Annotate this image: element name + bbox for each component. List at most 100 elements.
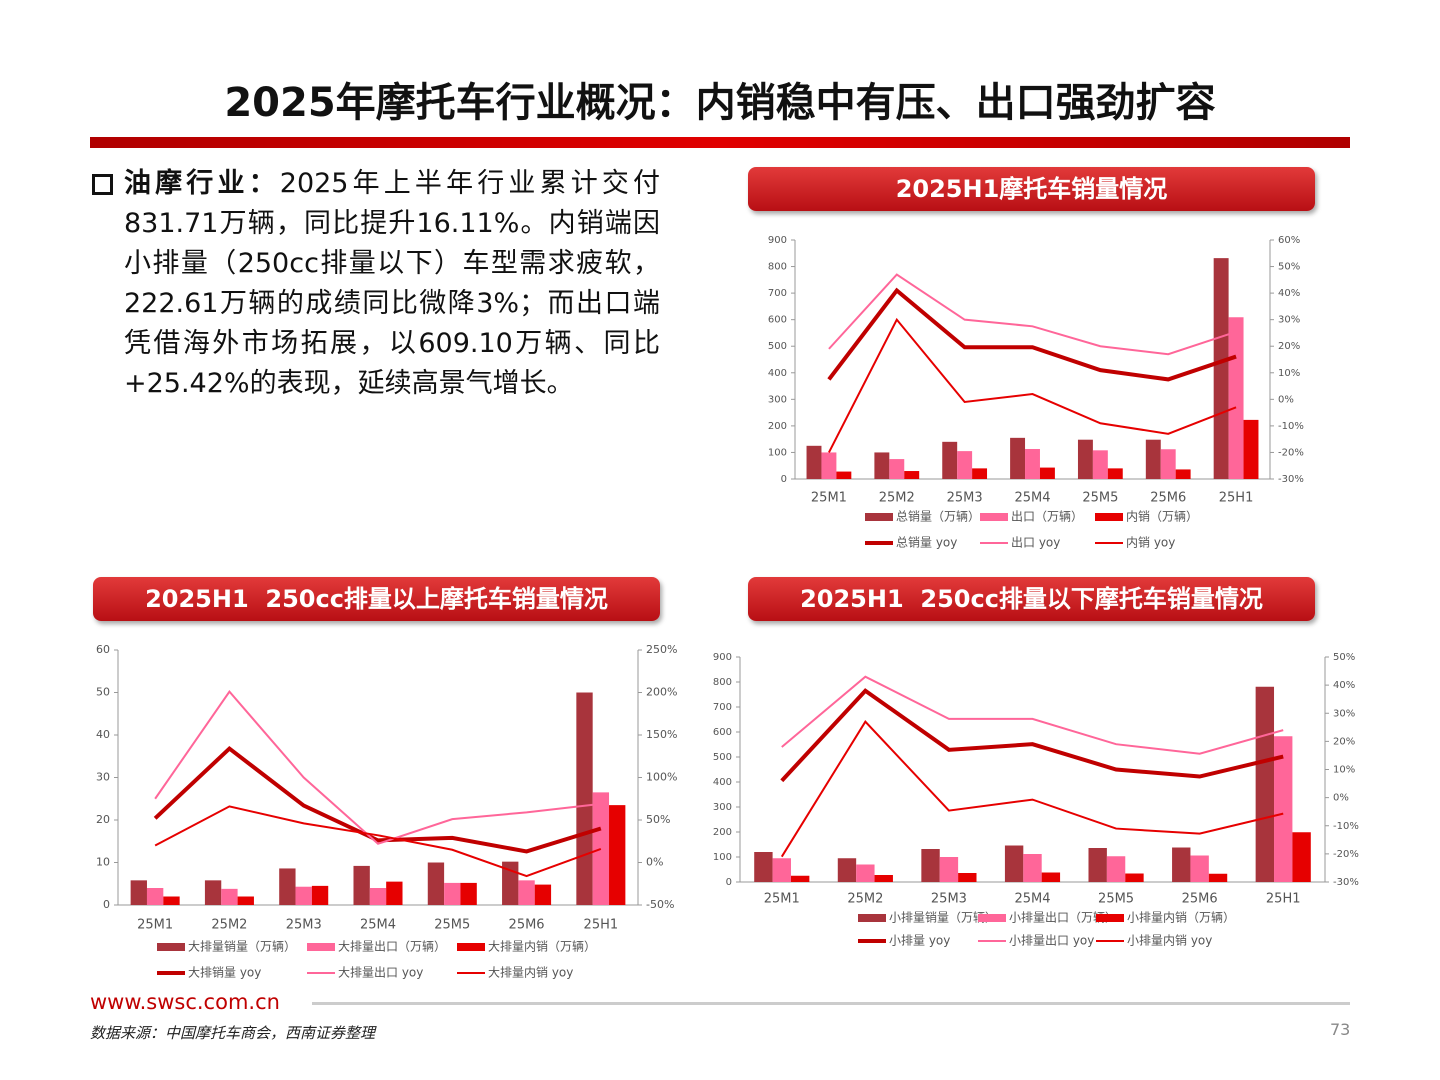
legend-label: 小排量出口（万辆） <box>1009 911 1117 925</box>
y-tick-label: 300 <box>768 394 787 405</box>
line-series <box>154 805 602 878</box>
bar <box>1228 317 1244 479</box>
bar <box>146 888 164 905</box>
bar <box>163 896 180 905</box>
x-tick-label: 25M3 <box>931 892 967 907</box>
x-tick-label: 25M6 <box>1150 491 1186 506</box>
legend-label: 大排量内销（万辆） <box>488 940 596 954</box>
bar <box>921 849 940 882</box>
legend-label: 小排量销量（万辆） <box>889 911 997 925</box>
page-number: 73 <box>1330 1020 1351 1039</box>
bar <box>1274 736 1293 882</box>
bar <box>790 875 810 882</box>
footer-rule <box>312 1002 1350 1005</box>
line-series <box>780 688 1284 783</box>
bar <box>1172 847 1191 882</box>
bar <box>311 885 329 905</box>
bullet-text: 2025年上半年行业累计交付831.71万辆，同比提升16.11%。内销端因小排… <box>124 168 660 399</box>
legend-label: 出口（万辆） <box>1011 510 1083 524</box>
y-tick-label: 500 <box>713 752 732 763</box>
x-tick-label: 25M2 <box>211 918 247 933</box>
x-tick-label: 25H1 <box>1219 491 1254 506</box>
y2-tick-label: 30% <box>1278 315 1300 326</box>
y-tick-label: 900 <box>768 235 787 246</box>
y2-tick-label: -20% <box>1333 849 1359 860</box>
legend-swatch <box>1095 513 1123 521</box>
bar <box>237 896 254 905</box>
y-tick-label: 200 <box>713 827 732 838</box>
y-tick-label: 60 <box>96 643 110 656</box>
y-tick-label: 600 <box>768 315 787 326</box>
legend-swatch <box>978 914 1006 922</box>
source-note: 数据来源：中国摩托车商会，西南证券整理 <box>90 1024 376 1042</box>
legend-label: 大排量出口（万辆） <box>338 940 446 954</box>
bar <box>806 445 822 479</box>
x-tick-label: 25M6 <box>509 918 545 933</box>
y2-tick-label: -10% <box>1278 421 1304 432</box>
y2-tick-label: 100% <box>646 771 677 784</box>
bar <box>856 864 875 882</box>
line-series <box>828 273 1237 356</box>
y2-tick-label: -30% <box>1333 877 1359 888</box>
y2-tick-label: 50% <box>1333 652 1355 663</box>
line-series <box>827 287 1237 382</box>
bar <box>957 451 973 479</box>
y2-tick-label: 50% <box>646 813 670 826</box>
x-tick-label: 25M3 <box>947 491 983 506</box>
bar <box>444 882 461 905</box>
y2-tick-label: -30% <box>1278 474 1304 485</box>
y-tick-label: 0 <box>726 877 732 888</box>
legend-label: 内销（万辆） <box>1126 510 1198 524</box>
x-tick-label: 25M5 <box>1082 491 1118 506</box>
bar <box>576 692 593 905</box>
y-tick-label: 800 <box>713 677 732 688</box>
bar <box>1175 469 1191 479</box>
bar <box>874 452 890 479</box>
bar <box>1023 854 1042 882</box>
x-tick-label: 25M1 <box>811 491 847 506</box>
y2-tick-label: 10% <box>1278 368 1300 379</box>
legend-swatch <box>307 943 335 951</box>
body-text: 油摩行业：2025年上半年行业累计交付831.71万辆，同比提升16.11%。内… <box>90 164 660 404</box>
y-tick-label: 0 <box>103 898 110 911</box>
x-tick-label: 25M3 <box>286 918 322 933</box>
bar <box>592 792 610 905</box>
bar <box>386 881 403 905</box>
x-tick-label: 25M4 <box>1014 491 1050 506</box>
legend-label: 小排量出口 yoy <box>1009 934 1094 948</box>
bar <box>1041 872 1061 882</box>
bar <box>942 441 958 479</box>
bar <box>279 868 296 905</box>
y2-tick-label: -10% <box>1333 821 1359 832</box>
x-tick-label: 25M4 <box>1014 892 1050 907</box>
bar <box>1160 449 1176 479</box>
bar <box>1292 832 1311 882</box>
bar <box>939 857 959 882</box>
x-tick-label: 25M2 <box>879 491 915 506</box>
y2-tick-label: 20% <box>1278 341 1300 352</box>
legend-swatch <box>457 943 485 951</box>
y-tick-label: 100 <box>768 447 787 458</box>
y-tick-label: 0 <box>781 474 787 485</box>
y-tick-label: 300 <box>713 802 732 813</box>
x-tick-label: 25M4 <box>360 918 396 933</box>
line-series <box>781 675 1284 755</box>
bar <box>369 888 387 905</box>
y-tick-label: 400 <box>768 368 787 379</box>
y-tick-label: 10 <box>96 856 110 869</box>
bar <box>609 805 626 905</box>
y2-tick-label: -50% <box>646 898 674 911</box>
legend-label: 大排量内销 yoy <box>488 966 573 980</box>
title-bar <box>90 137 1350 148</box>
bar <box>1213 258 1229 479</box>
y2-tick-label: 0% <box>646 856 663 869</box>
bar <box>904 471 920 479</box>
y-tick-label: 100 <box>713 852 732 863</box>
y-tick-label: 700 <box>768 288 787 299</box>
y-tick-label: 500 <box>768 341 787 352</box>
x-tick-label: 25M5 <box>1098 892 1134 907</box>
bar <box>1039 467 1055 479</box>
legend-swatch <box>858 914 886 922</box>
bar <box>972 468 988 479</box>
